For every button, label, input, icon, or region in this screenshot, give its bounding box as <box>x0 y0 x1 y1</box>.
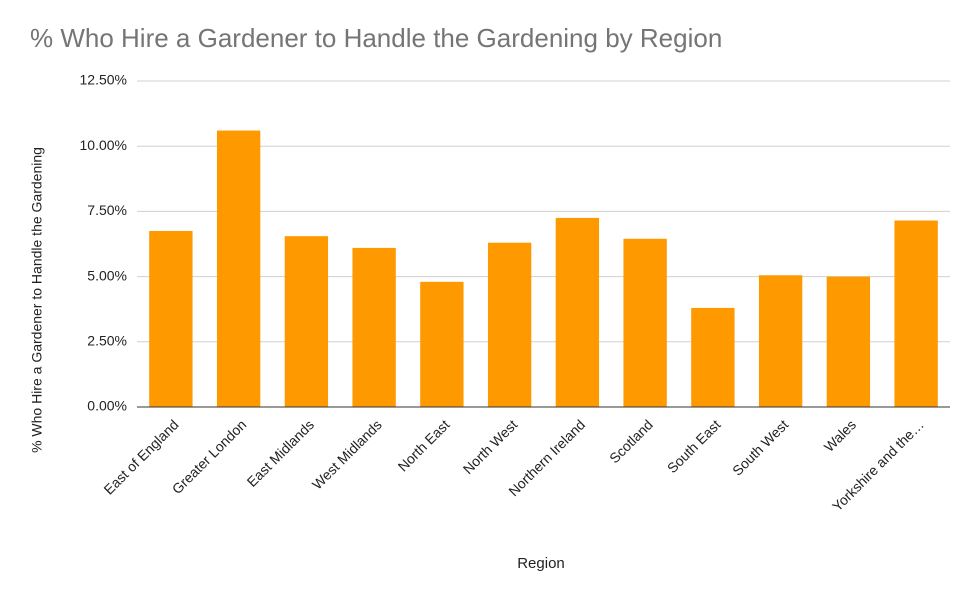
bar <box>623 238 667 407</box>
y-tick-label: 10.00% <box>80 137 127 153</box>
y-tick-label: 7.50% <box>87 202 127 218</box>
chart-title: % Who Hire a Gardener to Handle the Gard… <box>30 23 722 53</box>
bar <box>487 242 532 407</box>
y-tick-label: 2.50% <box>87 333 127 349</box>
x-tick-label: West Midlands <box>309 416 385 492</box>
bar <box>894 220 938 407</box>
x-axis-label: Region <box>517 555 565 572</box>
bar <box>284 236 329 407</box>
y-axis-label: % Who Hire a Gardener to Handle the Gard… <box>29 147 45 453</box>
x-tick-label: North West <box>460 416 521 477</box>
y-tick-label: 5.00% <box>87 267 127 283</box>
bar <box>826 276 871 407</box>
bar <box>758 275 803 407</box>
x-tick-label: Scotland <box>606 416 656 466</box>
bar <box>691 307 735 407</box>
x-tick-label: Wales <box>821 416 859 454</box>
bar <box>352 247 396 407</box>
bar <box>216 130 261 407</box>
x-tick-label: North East <box>395 416 453 474</box>
x-tick-label: East Midlands <box>244 416 317 489</box>
bar <box>555 217 600 407</box>
y-tick-label: 12.50% <box>80 72 127 88</box>
x-tick-label: South West <box>729 416 791 478</box>
bar <box>149 230 193 407</box>
x-tick-label: South East <box>664 416 724 476</box>
y-tick-label: 0.00% <box>87 398 127 414</box>
bar <box>420 281 464 407</box>
